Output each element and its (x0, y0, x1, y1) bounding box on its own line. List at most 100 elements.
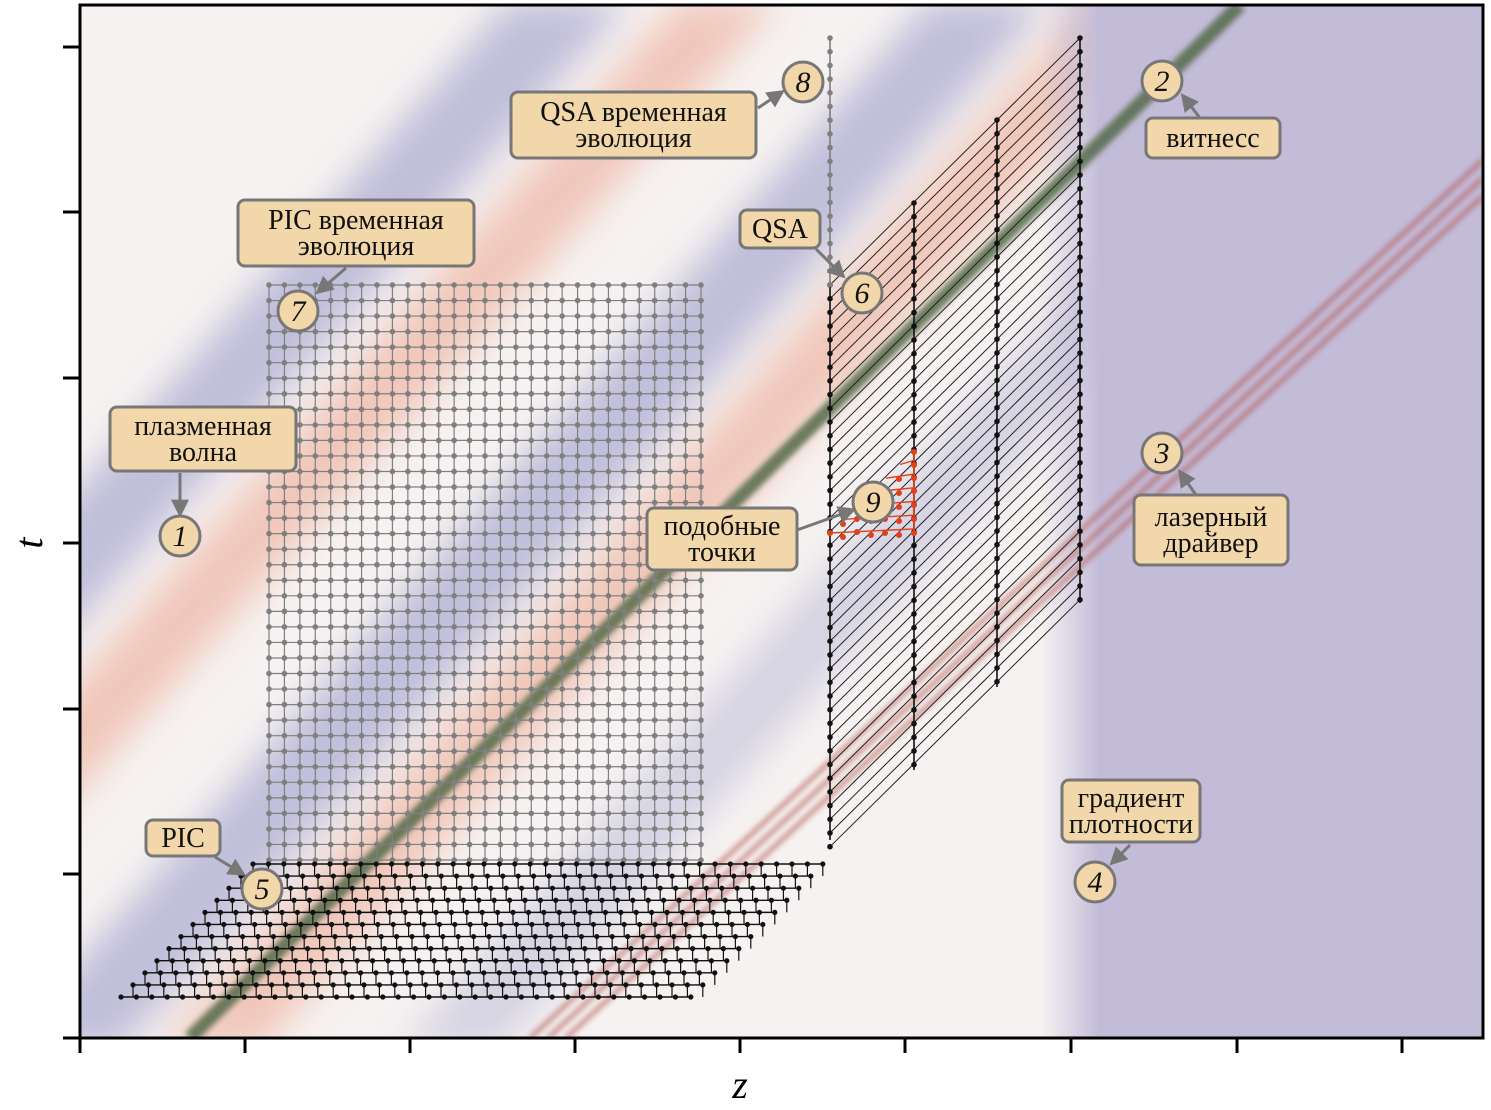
pic-time-grid-node (667, 453, 673, 459)
pic-time-grid-node (266, 732, 272, 739)
pic-time-grid-node (435, 484, 442, 490)
pic-time-grid-node (482, 795, 488, 801)
pic-time-grid-node (405, 748, 411, 755)
pic-time-grid-node (374, 328, 380, 335)
similar-points-line (885, 473, 915, 479)
pic-time-grid-node (266, 608, 272, 615)
pic-grid-node (595, 994, 602, 1000)
pic-time-grid-node (297, 406, 303, 413)
pic-time-grid-node (513, 437, 519, 444)
pic-grid-node (657, 994, 663, 1000)
pic-time-grid-node (405, 732, 411, 739)
pic-time-grid-node (420, 826, 427, 832)
pic-time-grid-node (420, 344, 427, 350)
qsa-column-node (827, 693, 833, 699)
pic-time-grid-node (698, 779, 704, 786)
qsa-hatch-line (829, 434, 1081, 683)
pic-time-grid-node (374, 375, 380, 382)
pic-time-grid-node (358, 406, 365, 413)
pic-time-grid-node (435, 717, 442, 723)
pic-time-grid-node (327, 763, 334, 770)
pic-time-grid-node (281, 515, 288, 521)
pic-grid-node (133, 994, 139, 1000)
pic-time-grid-node (281, 810, 288, 817)
pic-time-grid-node (327, 624, 334, 630)
qsa-column-node (827, 391, 833, 398)
pic-time-grid-node (543, 593, 550, 599)
pic-time-grid-node (636, 670, 643, 677)
pic-time-grid-node (543, 437, 550, 444)
pic-time-grid-node (297, 375, 303, 382)
pic-time-grid-node (636, 701, 643, 708)
pic-time-grid-node (435, 732, 442, 739)
pic-time-grid-node (574, 593, 581, 599)
pic-time-grid-node (667, 282, 673, 288)
pic-time-grid-node (667, 639, 673, 646)
pic-grid-node (334, 994, 340, 1000)
qsa-time-node (827, 90, 833, 96)
qsa-column-node (827, 295, 833, 302)
pic-time-grid-node (636, 359, 643, 366)
pic-time-grid-node (420, 561, 427, 568)
pic-grid-node (241, 994, 247, 1000)
pic-time-grid-node (405, 624, 411, 630)
qsa-column-node (1077, 62, 1083, 69)
pic-time-grid-node (543, 639, 550, 646)
pic-time-grid-node (513, 344, 519, 350)
pic-time-grid-node (667, 422, 673, 428)
pic-time-grid-node (698, 795, 704, 801)
pic-time-grid-node (482, 655, 488, 661)
qsa-column-node (827, 487, 833, 494)
pic-time-grid-node (466, 344, 473, 350)
pic-time-grid-node (312, 670, 319, 677)
pic-time-grid-node (389, 313, 396, 319)
pic-time-grid-node (651, 468, 658, 475)
qsa-column-node (911, 666, 917, 672)
pic-time-grid-node (559, 841, 565, 848)
pic-time-grid-node (266, 530, 272, 537)
pic-time-grid-node (435, 748, 442, 755)
pic-time-grid-node (621, 857, 627, 863)
pic-time-grid-node (358, 826, 365, 832)
pic-time-grid-node (574, 453, 581, 459)
pic-time-grid-node (667, 763, 673, 770)
pic-time-grid-node (466, 608, 473, 615)
qsa-column-node (1077, 377, 1083, 384)
pic-time-grid-node (435, 639, 442, 646)
similar-points-line (829, 528, 915, 534)
pic-time-grid-node (559, 499, 565, 506)
qsa-column-node (994, 514, 1000, 521)
qsa-column-node (1077, 555, 1083, 562)
qsa-hatch-line (829, 421, 1081, 669)
qsa-column-node (1077, 446, 1083, 452)
pic-time-grid-node (420, 499, 427, 506)
pic-time-grid-node (389, 453, 396, 459)
pic-grid-node (472, 994, 478, 1000)
pic-time-grid-node (621, 717, 627, 723)
pic-time-grid-node (559, 593, 565, 599)
qsa-hatch-line (829, 202, 1081, 450)
pic-time-grid-node (312, 437, 319, 444)
pic-time-grid-node (266, 841, 272, 848)
pic-time-grid-node (651, 313, 658, 319)
qsa-hatch-line (829, 160, 1081, 409)
pic-time-grid-node (451, 732, 457, 739)
pic-time-grid-node (358, 857, 365, 863)
qsa-time-evolution-line (827, 35, 833, 288)
pic-time-grid-node (497, 390, 504, 397)
pic-time-grid-node (682, 779, 689, 786)
pic-time-grid-node (466, 701, 473, 708)
pic-time-grid-node (389, 857, 396, 863)
pic-time-grid-node (482, 437, 488, 444)
pic-time-grid-node (698, 422, 704, 428)
pic-time-grid-node (636, 453, 643, 459)
callout-arrow (214, 855, 247, 876)
pic-time-grid-node (482, 857, 488, 863)
qsa-column-node (827, 611, 833, 617)
pic-time-grid-node (497, 530, 504, 537)
pic-time-grid-node (590, 344, 596, 350)
pic-time-grid-node (543, 375, 550, 382)
pic-time-grid-node (482, 313, 488, 319)
pic-time-grid-node (651, 359, 658, 366)
